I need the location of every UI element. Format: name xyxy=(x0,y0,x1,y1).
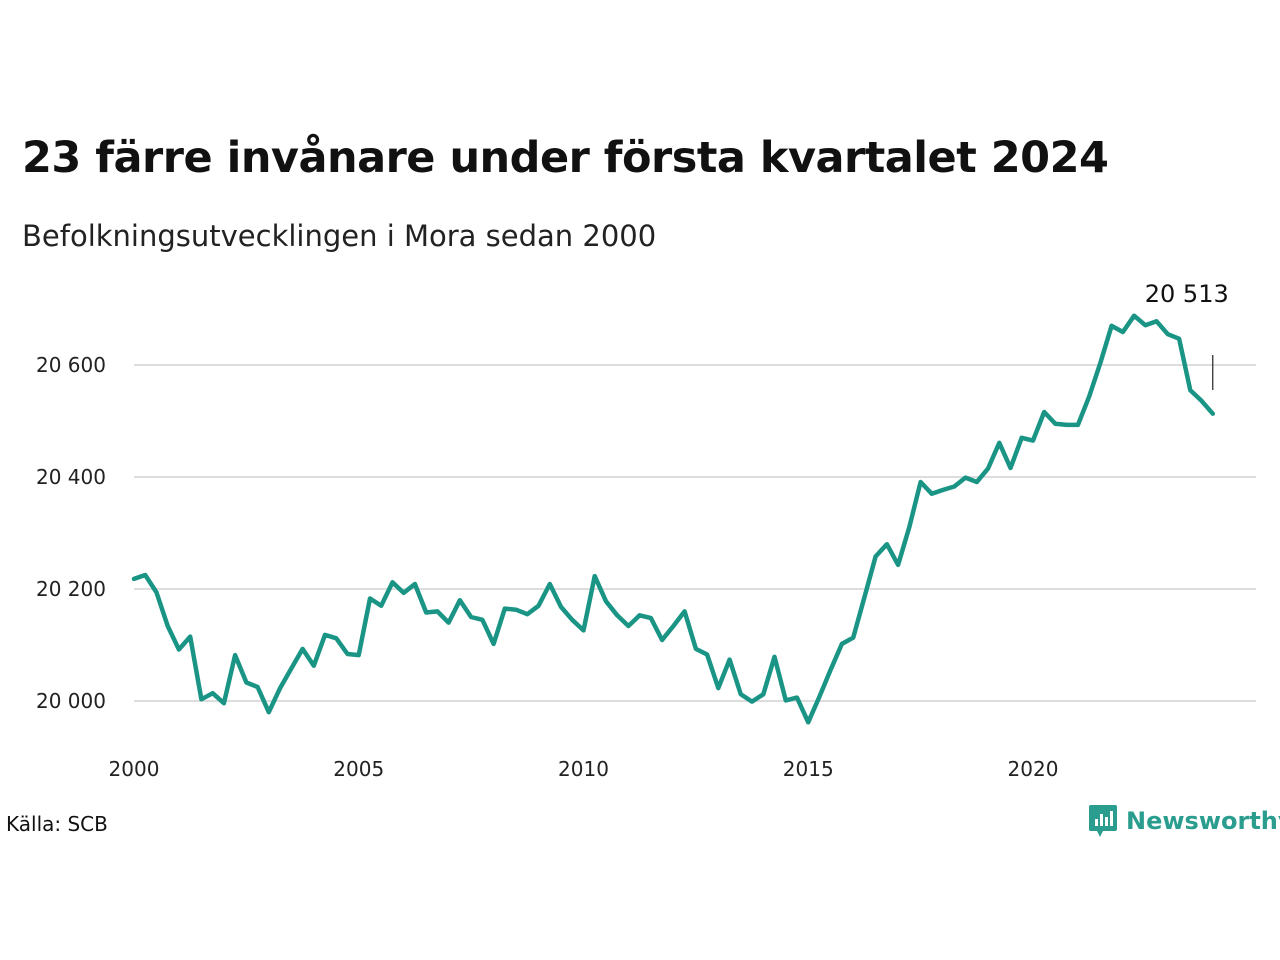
x-tick-label: 2020 xyxy=(1008,757,1059,781)
series-group xyxy=(131,313,1216,725)
y-tick-label: 20 400 xyxy=(36,465,106,489)
y-tick-label: 20 600 xyxy=(36,353,106,377)
y-tick-label: 20 000 xyxy=(36,689,106,713)
grid-lines xyxy=(134,364,1256,702)
brand-name: Newsworthy xyxy=(1126,807,1280,835)
x-tick-label: 2005 xyxy=(333,757,384,781)
x-tick-label: 2010 xyxy=(558,757,609,781)
y-axis-ticks: 20 000 20 200 20 400 20 600 xyxy=(36,353,106,713)
x-tick-label: 2015 xyxy=(783,757,834,781)
x-tick-label: 2000 xyxy=(109,757,160,781)
chart-subtitle: Befolkningsutvecklingen i Mora sedan 200… xyxy=(22,219,657,253)
last-value-annotation: 20 513 xyxy=(1145,280,1229,390)
source-note: Källa: SCB xyxy=(6,812,108,836)
newsworthy-brand: Newsworthy xyxy=(1088,804,1280,838)
newsworthy-logo-icon xyxy=(1089,805,1117,837)
x-axis-ticks: 2000 2005 2010 2015 2020 xyxy=(109,757,1059,781)
y-tick-label: 20 200 xyxy=(36,577,106,601)
last-value-label: 20 513 xyxy=(1145,280,1229,308)
population-line xyxy=(131,313,1216,725)
chart-title: 23 färre invånare under första kvartalet… xyxy=(22,133,1109,183)
